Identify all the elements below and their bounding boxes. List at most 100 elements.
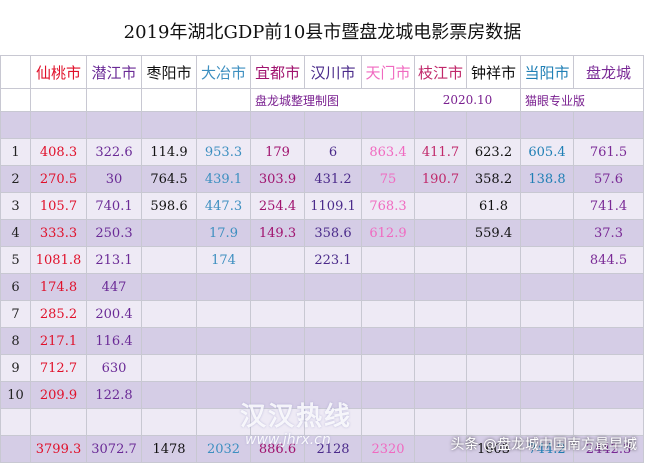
data-cell[interactable] bbox=[520, 273, 574, 301]
data-cell[interactable] bbox=[304, 354, 362, 382]
data-cell[interactable]: 37.3 bbox=[573, 219, 644, 247]
column-header[interactable]: 仙桃市 bbox=[30, 55, 87, 89]
column-header[interactable]: 钟祥市 bbox=[466, 55, 521, 89]
data-cell[interactable] bbox=[520, 246, 574, 274]
total-cell[interactable]: 1478 bbox=[141, 435, 197, 463]
data-cell[interactable] bbox=[196, 354, 251, 382]
data-cell[interactable] bbox=[304, 300, 362, 328]
data-cell[interactable] bbox=[361, 327, 415, 355]
total-cell[interactable]: 2320 bbox=[361, 435, 415, 463]
data-cell[interactable] bbox=[141, 219, 197, 247]
data-cell[interactable] bbox=[573, 381, 644, 409]
data-cell[interactable] bbox=[304, 273, 362, 301]
data-cell[interactable]: 116.4 bbox=[86, 327, 142, 355]
column-header[interactable]: 枝江市 bbox=[414, 55, 467, 89]
date-note[interactable]: 2020.10 bbox=[414, 88, 521, 112]
data-cell[interactable] bbox=[250, 381, 305, 409]
column-header[interactable]: 潜江市 bbox=[86, 55, 142, 89]
data-cell[interactable] bbox=[414, 273, 467, 301]
data-cell[interactable] bbox=[520, 327, 574, 355]
data-cell[interactable]: 712.7 bbox=[30, 354, 87, 382]
data-cell[interactable]: 75 bbox=[361, 165, 415, 193]
data-cell[interactable] bbox=[250, 273, 305, 301]
data-cell[interactable] bbox=[520, 192, 574, 220]
data-cell[interactable]: 447.3 bbox=[196, 192, 251, 220]
data-cell[interactable]: 761.5 bbox=[573, 138, 644, 166]
column-header[interactable]: 宜都市 bbox=[250, 55, 305, 89]
total-cell[interactable]: 2128 bbox=[304, 435, 362, 463]
data-cell[interactable] bbox=[466, 300, 521, 328]
data-cell[interactable]: 138.8 bbox=[520, 165, 574, 193]
data-cell[interactable]: 61.8 bbox=[466, 192, 521, 220]
data-cell[interactable]: 254.4 bbox=[250, 192, 305, 220]
column-header[interactable]: 当阳市 bbox=[520, 55, 574, 89]
total-cell[interactable] bbox=[414, 435, 467, 463]
data-cell[interactable]: 174.8 bbox=[30, 273, 87, 301]
maker-note[interactable]: 盘龙城整理制图 bbox=[250, 88, 415, 112]
row-index[interactable]: 1 bbox=[0, 138, 31, 166]
data-cell[interactable] bbox=[304, 327, 362, 355]
data-cell[interactable]: 559.4 bbox=[466, 219, 521, 247]
data-cell[interactable] bbox=[361, 381, 415, 409]
data-cell[interactable]: 358.6 bbox=[304, 219, 362, 247]
data-cell[interactable] bbox=[361, 273, 415, 301]
column-header[interactable]: 汉川市 bbox=[304, 55, 362, 89]
data-cell[interactable]: 209.9 bbox=[30, 381, 87, 409]
source-note[interactable]: 猫眼专业版 bbox=[520, 88, 644, 112]
data-cell[interactable] bbox=[361, 246, 415, 274]
data-cell[interactable]: 740.1 bbox=[86, 192, 142, 220]
data-cell[interactable]: 447 bbox=[86, 273, 142, 301]
row-index[interactable]: 7 bbox=[0, 300, 31, 328]
row-index[interactable]: 2 bbox=[0, 165, 31, 193]
data-cell[interactable] bbox=[414, 192, 467, 220]
data-cell[interactable]: 223.1 bbox=[304, 246, 362, 274]
data-cell[interactable] bbox=[141, 381, 197, 409]
data-cell[interactable]: 844.5 bbox=[573, 246, 644, 274]
total-cell[interactable]: 2442.3 bbox=[573, 435, 644, 463]
data-cell[interactable] bbox=[573, 273, 644, 301]
data-cell[interactable] bbox=[196, 273, 251, 301]
data-cell[interactable] bbox=[250, 327, 305, 355]
data-cell[interactable] bbox=[466, 381, 521, 409]
data-cell[interactable] bbox=[573, 300, 644, 328]
column-header[interactable]: 天门市 bbox=[361, 55, 415, 89]
total-cell[interactable]: 3072.7 bbox=[86, 435, 142, 463]
total-cell[interactable]: 3799.3 bbox=[30, 435, 87, 463]
data-cell[interactable]: 114.9 bbox=[141, 138, 197, 166]
total-cell[interactable]: 2032 bbox=[196, 435, 251, 463]
column-header[interactable]: 盘龙城 bbox=[573, 55, 644, 89]
data-cell[interactable] bbox=[414, 300, 467, 328]
data-cell[interactable]: 439.1 bbox=[196, 165, 251, 193]
data-cell[interactable]: 1081.8 bbox=[30, 246, 87, 274]
row-index[interactable]: 3 bbox=[0, 192, 31, 220]
row-index[interactable]: 10 bbox=[0, 381, 31, 409]
data-cell[interactable] bbox=[196, 381, 251, 409]
data-cell[interactable] bbox=[466, 354, 521, 382]
column-header[interactable]: 枣阳市 bbox=[141, 55, 197, 89]
data-cell[interactable] bbox=[520, 300, 574, 328]
data-cell[interactable] bbox=[466, 273, 521, 301]
data-cell[interactable] bbox=[414, 246, 467, 274]
data-cell[interactable] bbox=[196, 300, 251, 328]
total-cell[interactable]: 1603 bbox=[466, 435, 521, 463]
data-cell[interactable] bbox=[304, 381, 362, 409]
header-corner-cell[interactable] bbox=[0, 55, 31, 89]
row-index[interactable]: 6 bbox=[0, 273, 31, 301]
data-cell[interactable]: 408.3 bbox=[30, 138, 87, 166]
data-cell[interactable]: 179 bbox=[250, 138, 305, 166]
row-index[interactable]: 9 bbox=[0, 354, 31, 382]
data-cell[interactable] bbox=[520, 354, 574, 382]
data-cell[interactable]: 17.9 bbox=[196, 219, 251, 247]
data-cell[interactable]: 358.2 bbox=[466, 165, 521, 193]
data-cell[interactable]: 953.3 bbox=[196, 138, 251, 166]
data-cell[interactable] bbox=[414, 381, 467, 409]
data-cell[interactable] bbox=[466, 246, 521, 274]
data-cell[interactable]: 6 bbox=[304, 138, 362, 166]
data-cell[interactable] bbox=[250, 354, 305, 382]
data-cell[interactable]: 411.7 bbox=[414, 138, 467, 166]
data-cell[interactable]: 605.4 bbox=[520, 138, 574, 166]
data-cell[interactable] bbox=[573, 354, 644, 382]
row-index[interactable]: 5 bbox=[0, 246, 31, 274]
data-cell[interactable]: 213.1 bbox=[86, 246, 142, 274]
row-index[interactable]: 4 bbox=[0, 219, 31, 247]
